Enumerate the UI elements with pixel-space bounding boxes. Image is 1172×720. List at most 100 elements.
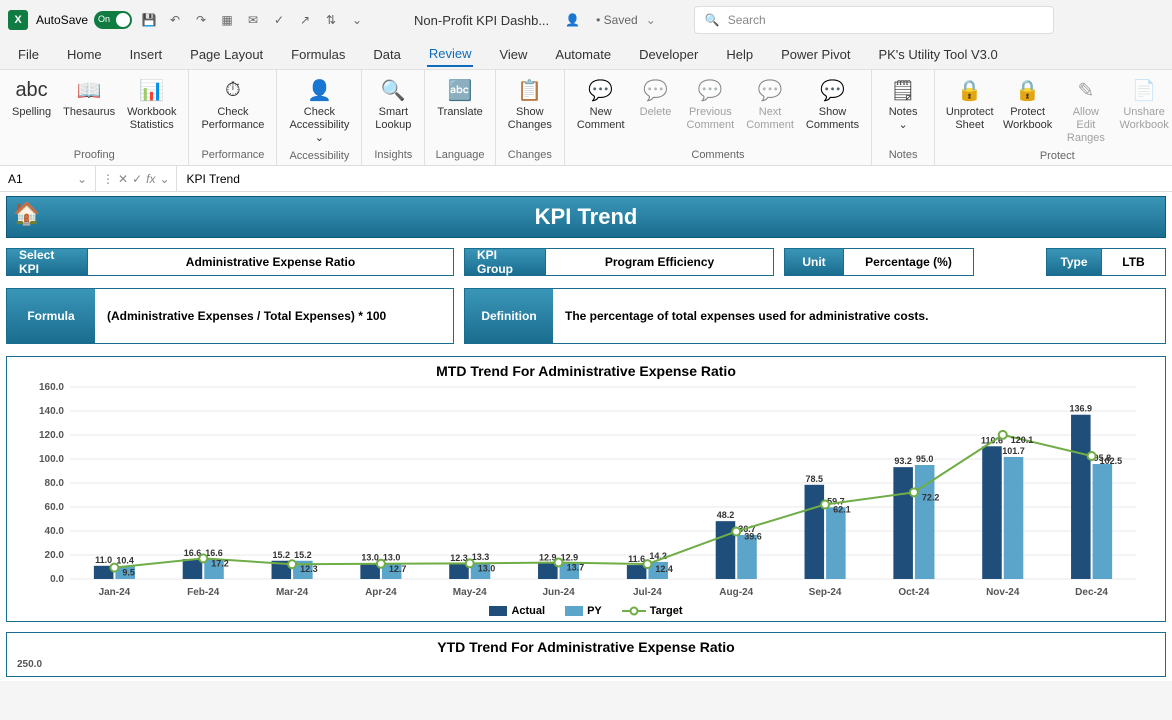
share-icon[interactable]: 👤 <box>565 13 580 27</box>
svg-text:160.0: 160.0 <box>39 383 64 393</box>
search-box[interactable]: 🔍 Search <box>694 6 1054 34</box>
saved-status[interactable]: • Saved <box>596 13 638 27</box>
svg-text:0.0: 0.0 <box>50 574 64 585</box>
svg-text:102.5: 102.5 <box>1100 456 1123 466</box>
menu-tab-pk-s-utility-tool-v3-0[interactable]: PK's Utility Tool V3.0 <box>876 43 999 66</box>
menu-tab-automate[interactable]: Automate <box>553 43 613 66</box>
menu-tab-insert[interactable]: Insert <box>128 43 165 66</box>
svg-text:136.9: 136.9 <box>1070 404 1093 414</box>
svg-text:12.4: 12.4 <box>655 564 673 574</box>
qat-icon[interactable]: ✓ <box>270 11 288 29</box>
svg-text:Jun-24: Jun-24 <box>542 587 575 598</box>
ytd-chart-panel: YTD Trend For Administrative Expense Rat… <box>6 632 1166 677</box>
svg-text:Nov-24: Nov-24 <box>986 587 1020 598</box>
home-icon[interactable]: 🏠 <box>13 201 40 227</box>
ribbon-allow-edit-button: ✎Allow EditRanges <box>1059 74 1113 148</box>
smart-icon: 🔍 <box>379 76 407 104</box>
svg-text:100.0: 100.0 <box>39 454 64 465</box>
menu-tab-page-layout[interactable]: Page Layout <box>188 43 265 66</box>
svg-text:39.6: 39.6 <box>744 531 762 541</box>
undo-icon[interactable]: ↶ <box>166 11 184 29</box>
svg-text:101.7: 101.7 <box>1002 446 1025 456</box>
qat-icon[interactable]: ↗ <box>296 11 314 29</box>
menu-tab-developer[interactable]: Developer <box>637 43 700 66</box>
menu-tab-formulas[interactable]: Formulas <box>289 43 347 66</box>
formula-bar: A1⌄ ⋮ ✕ ✓ fx ⌄ KPI Trend <box>0 166 1172 192</box>
enter-icon[interactable]: ✓ <box>132 172 142 186</box>
ribbon-group-insights: 🔍SmartLookupInsights <box>362 70 425 165</box>
svg-text:Jul-24: Jul-24 <box>633 587 662 598</box>
save-icon[interactable]: 💾 <box>140 11 158 29</box>
ribbon-unprotect-button[interactable]: 🔒UnprotectSheet <box>943 74 996 134</box>
fx-icon[interactable]: fx <box>146 172 155 186</box>
qat-icon[interactable]: ⇅ <box>322 11 340 29</box>
svg-text:Jan-24: Jan-24 <box>99 587 131 598</box>
legend-target: Target <box>622 605 683 617</box>
legend-py: PY <box>565 605 602 617</box>
translate-icon: 🔤 <box>446 76 474 104</box>
qat-dropdown-icon[interactable]: ⌄ <box>348 11 366 29</box>
ribbon-translate-button[interactable]: 🔤Translate <box>433 74 486 121</box>
ribbon-show-button[interactable]: 📋ShowChanges <box>504 74 556 134</box>
name-box[interactable]: A1⌄ <box>0 166 96 191</box>
ribbon-new-button[interactable]: 💬NewComment <box>573 74 629 134</box>
ribbon-previous-button: 💬PreviousComment <box>683 74 739 134</box>
qat-icon[interactable]: ▦ <box>218 11 236 29</box>
autosave-toggle[interactable]: AutoSave On <box>36 11 132 29</box>
menu-tab-review[interactable]: Review <box>427 42 474 67</box>
unprotect-icon: 🔒 <box>956 76 984 104</box>
ribbon-group-comments: 💬NewComment💬Delete💬PreviousComment💬NextC… <box>565 70 872 165</box>
ribbon-notes-button[interactable]: 🗒Notes⌄ <box>880 74 926 134</box>
svg-text:11.0: 11.0 <box>95 555 112 565</box>
document-title: Non-Profit KPI Dashb... <box>414 13 549 28</box>
ribbon-workbook-button[interactable]: 📊WorkbookStatistics <box>123 74 180 134</box>
ribbon-next-button: 💬NextComment <box>742 74 798 134</box>
toggle-switch[interactable]: On <box>94 11 132 29</box>
ribbon-show-button[interactable]: 💬ShowComments <box>802 74 863 134</box>
ribbon-smart-button[interactable]: 🔍SmartLookup <box>370 74 416 134</box>
ribbon-check-button[interactable]: ⏱CheckPerformance <box>197 74 268 134</box>
svg-text:15.2: 15.2 <box>273 550 291 560</box>
ribbon-check-button[interactable]: 👤CheckAccessibility ⌄ <box>285 74 353 148</box>
chart-legend: Actual PY Target <box>17 605 1155 617</box>
svg-text:9.5: 9.5 <box>122 568 135 578</box>
qat-icon[interactable]: ✉ <box>244 11 262 29</box>
menu-tab-data[interactable]: Data <box>371 43 402 66</box>
svg-text:78.5: 78.5 <box>806 474 824 484</box>
svg-text:72.2: 72.2 <box>922 492 940 502</box>
redo-icon[interactable]: ↷ <box>192 11 210 29</box>
filter-kpi-group: KPI Group Program Efficiency <box>464 248 774 276</box>
formula-input[interactable]: KPI Trend <box>177 172 1172 186</box>
menu-tab-help[interactable]: Help <box>724 43 755 66</box>
svg-text:Oct-24: Oct-24 <box>898 587 930 598</box>
previous-icon: 💬 <box>696 76 724 104</box>
ribbon: abcSpelling📖Thesaurus📊WorkbookStatistics… <box>0 70 1172 166</box>
fx-expand-icon[interactable]: ⋮ <box>102 172 114 186</box>
allow-edit-icon: ✎ <box>1072 76 1100 104</box>
info-row: Formula (Administrative Expenses / Total… <box>6 288 1166 344</box>
title-bar: X AutoSave On 💾 ↶ ↷ ▦ ✉ ✓ ↗ ⇅ ⌄ Non-Prof… <box>0 0 1172 40</box>
mtd-chart-panel: MTD Trend For Administrative Expense Rat… <box>6 356 1166 622</box>
ribbon-delete-button: 💬Delete <box>633 74 679 121</box>
thesaurus-icon: 📖 <box>75 76 103 104</box>
cancel-icon[interactable]: ✕ <box>118 172 128 186</box>
info-definition: Definition The percentage of total expen… <box>464 288 1166 344</box>
svg-text:120.0: 120.0 <box>39 430 64 441</box>
check-icon: 👤 <box>305 76 333 104</box>
ribbon-thesaurus-button[interactable]: 📖Thesaurus <box>59 74 119 121</box>
menu-tab-file[interactable]: File <box>16 43 41 66</box>
menu-tab-power-pivot[interactable]: Power Pivot <box>779 43 852 66</box>
svg-text:Dec-24: Dec-24 <box>1075 587 1108 598</box>
unshare-icon: 📄 <box>1130 76 1158 104</box>
ribbon-protect-button[interactable]: 🔒ProtectWorkbook <box>1000 74 1055 134</box>
svg-text:15.2: 15.2 <box>294 550 312 560</box>
menu-tab-view[interactable]: View <box>497 43 529 66</box>
ribbon-unshare-button: 📄UnshareWorkbook <box>1117 74 1172 134</box>
svg-text:93.2: 93.2 <box>894 456 912 466</box>
mtd-chart-title: MTD Trend For Administrative Expense Rat… <box>17 363 1155 379</box>
ribbon-spelling-button[interactable]: abcSpelling <box>8 74 55 121</box>
menu-tab-home[interactable]: Home <box>65 43 104 66</box>
excel-icon: X <box>8 10 28 30</box>
delete-icon: 💬 <box>642 76 670 104</box>
svg-text:40.0: 40.0 <box>45 526 65 537</box>
